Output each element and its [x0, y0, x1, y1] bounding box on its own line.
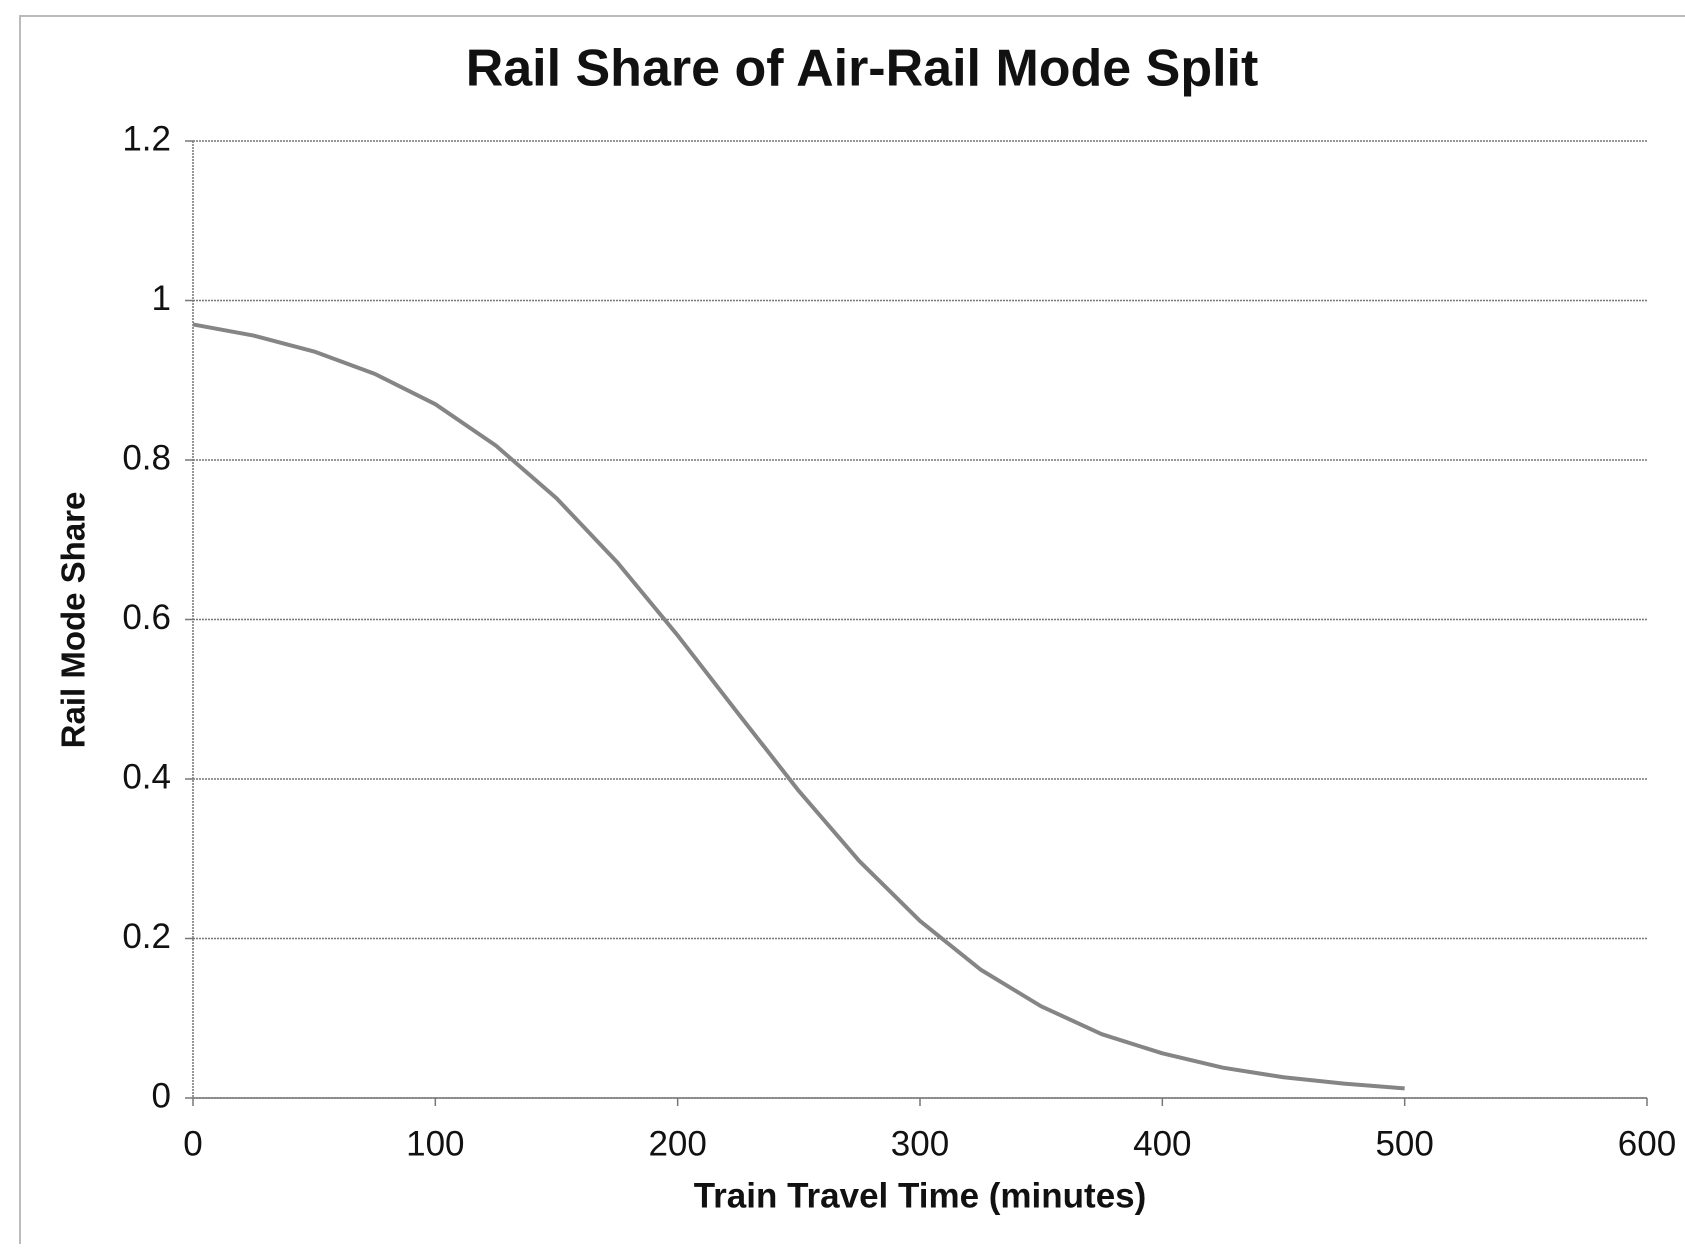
x-tick-label: 400	[1133, 1124, 1191, 1163]
x-tick-label: 0	[183, 1124, 202, 1163]
y-tick-label: 0.6	[122, 598, 171, 637]
y-tick-label: 0.8	[122, 438, 171, 477]
y-tick-label: 1	[152, 279, 171, 318]
x-tick-label: 300	[891, 1124, 949, 1163]
y-tick-label: 0.2	[122, 917, 171, 956]
chart-title: Rail Share of Air-Rail Mode Split	[466, 40, 1259, 98]
x-tick-label: 200	[648, 1124, 706, 1163]
x-tick-label: 500	[1375, 1124, 1433, 1163]
y-axis-label: Rail Mode Share	[55, 492, 92, 749]
y-tick-label: 1.2	[122, 119, 171, 158]
data-line	[192, 322, 1405, 1091]
x-tick-label: 600	[1618, 1124, 1676, 1163]
x-tick-label: 100	[406, 1124, 464, 1163]
y-tick-label: 0	[152, 1076, 171, 1115]
x-axis-label: Train Travel Time (minutes)	[694, 1176, 1147, 1215]
y-tick-label: 0.4	[122, 757, 171, 796]
chart-frame	[19, 15, 1685, 1249]
